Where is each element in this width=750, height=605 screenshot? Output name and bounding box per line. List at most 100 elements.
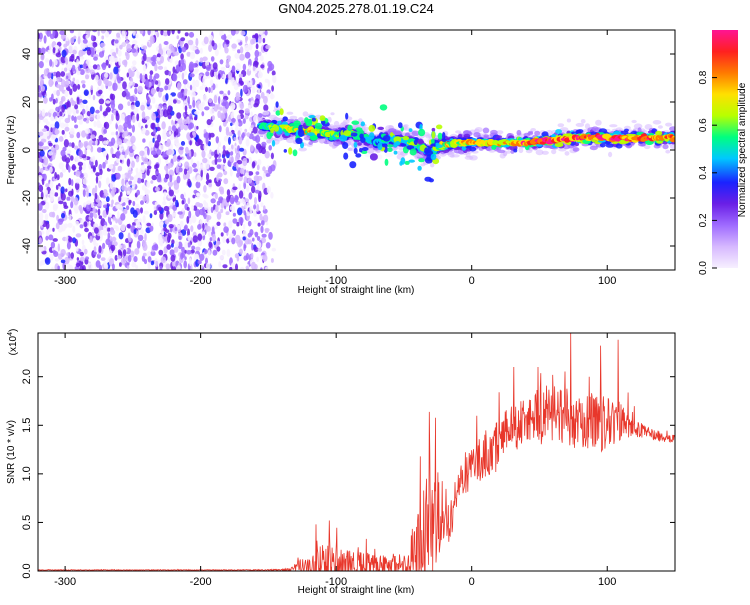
noise-cell (268, 231, 273, 240)
noise-cell (239, 46, 244, 54)
noise-cell (245, 252, 250, 261)
noise-cell (66, 75, 69, 80)
noise-cell (263, 95, 268, 105)
noise-cell (208, 98, 213, 104)
noise-cell (102, 150, 108, 156)
noise-cell (231, 237, 236, 245)
noise-cell (92, 155, 96, 163)
noise-cell (165, 173, 170, 180)
noise-cell (243, 223, 246, 230)
noise-cell (119, 44, 123, 50)
noise-cell (244, 44, 250, 52)
noise-cell (217, 73, 221, 80)
noise-cell (208, 179, 212, 184)
noise-cell (60, 259, 66, 264)
noise-cell (118, 232, 124, 240)
noise-cell (52, 98, 56, 105)
noise-cell (139, 73, 143, 81)
noise-cell (218, 125, 222, 133)
noise-cell (56, 76, 62, 83)
noise-cell (134, 248, 140, 255)
noise-cell (141, 111, 146, 119)
noise-cell (52, 250, 56, 255)
noise-cell (234, 126, 239, 131)
noise-cell (129, 95, 135, 102)
noise-cell (171, 239, 175, 245)
noise-cell (225, 59, 230, 68)
ridge-cell (665, 149, 671, 154)
noise-cell (228, 136, 231, 145)
noise-cell (196, 192, 200, 200)
noise-cell (237, 120, 243, 127)
noise-cell (169, 135, 175, 140)
noise-cell (210, 206, 214, 213)
noise-cell (217, 141, 222, 147)
noise-cell (117, 103, 124, 111)
ridge-cell (530, 128, 536, 132)
noise-cell (126, 181, 129, 188)
ridge-cell (506, 150, 511, 154)
noise-cell (195, 181, 201, 189)
ridge-cell (482, 127, 490, 134)
noise-cell (227, 147, 232, 153)
ridge-cell (615, 143, 623, 149)
noise-cell (78, 119, 83, 125)
noise-cell (98, 215, 103, 220)
noise-cell (187, 197, 191, 205)
ridge-cell (516, 129, 522, 136)
noise-cell (103, 225, 108, 232)
noise-cell (206, 172, 210, 181)
noise-cell (199, 164, 204, 169)
ridge-cell (319, 138, 325, 144)
noise-cell (253, 115, 258, 123)
noise-cell (64, 256, 70, 265)
noise-cell (211, 151, 215, 156)
noise-cell (65, 235, 69, 244)
noise-cell (137, 224, 142, 229)
noise-cell (197, 260, 202, 265)
noise-cell (195, 208, 201, 217)
noise-cell (82, 83, 86, 89)
noise-cell (250, 144, 254, 152)
noise-cell (174, 60, 180, 66)
noise-cell (98, 134, 104, 142)
noise-cell (238, 248, 243, 255)
noise-cell (146, 165, 152, 170)
noise-cell (228, 30, 232, 33)
ridge-cell (342, 119, 350, 124)
noise-cell (181, 200, 185, 205)
noise-cell (63, 201, 67, 208)
noise-cell (191, 215, 197, 224)
noise-cell (220, 66, 226, 71)
noise-cell (52, 47, 56, 54)
ridge-cell (560, 127, 569, 132)
noise-cell (84, 256, 90, 261)
noise-cell (167, 30, 171, 36)
noise-cell (132, 200, 136, 207)
noise-cell (165, 263, 171, 270)
noise-cell (150, 260, 155, 266)
ridge-cell (403, 124, 409, 128)
ridge-cell (277, 120, 282, 124)
noise-cell (204, 162, 210, 170)
noise-cell (132, 209, 138, 218)
noise-cell (260, 220, 265, 226)
noise-cell (163, 205, 170, 212)
noise-cell (150, 250, 156, 256)
noise-cell (104, 31, 110, 38)
noise-cell (181, 208, 185, 212)
noise-cell (223, 135, 229, 142)
noise-cell (186, 51, 191, 57)
noise-cell (208, 44, 213, 52)
noise-cell (173, 51, 179, 56)
noise-cell (95, 74, 99, 83)
noise-cell (205, 86, 208, 93)
noise-cell (95, 198, 101, 203)
noise-cell (266, 185, 271, 194)
noise-cell (235, 62, 241, 72)
noise-cell (132, 30, 136, 36)
noise-cell (38, 203, 43, 211)
noise-cell (76, 97, 80, 105)
noise-cell (81, 130, 87, 138)
